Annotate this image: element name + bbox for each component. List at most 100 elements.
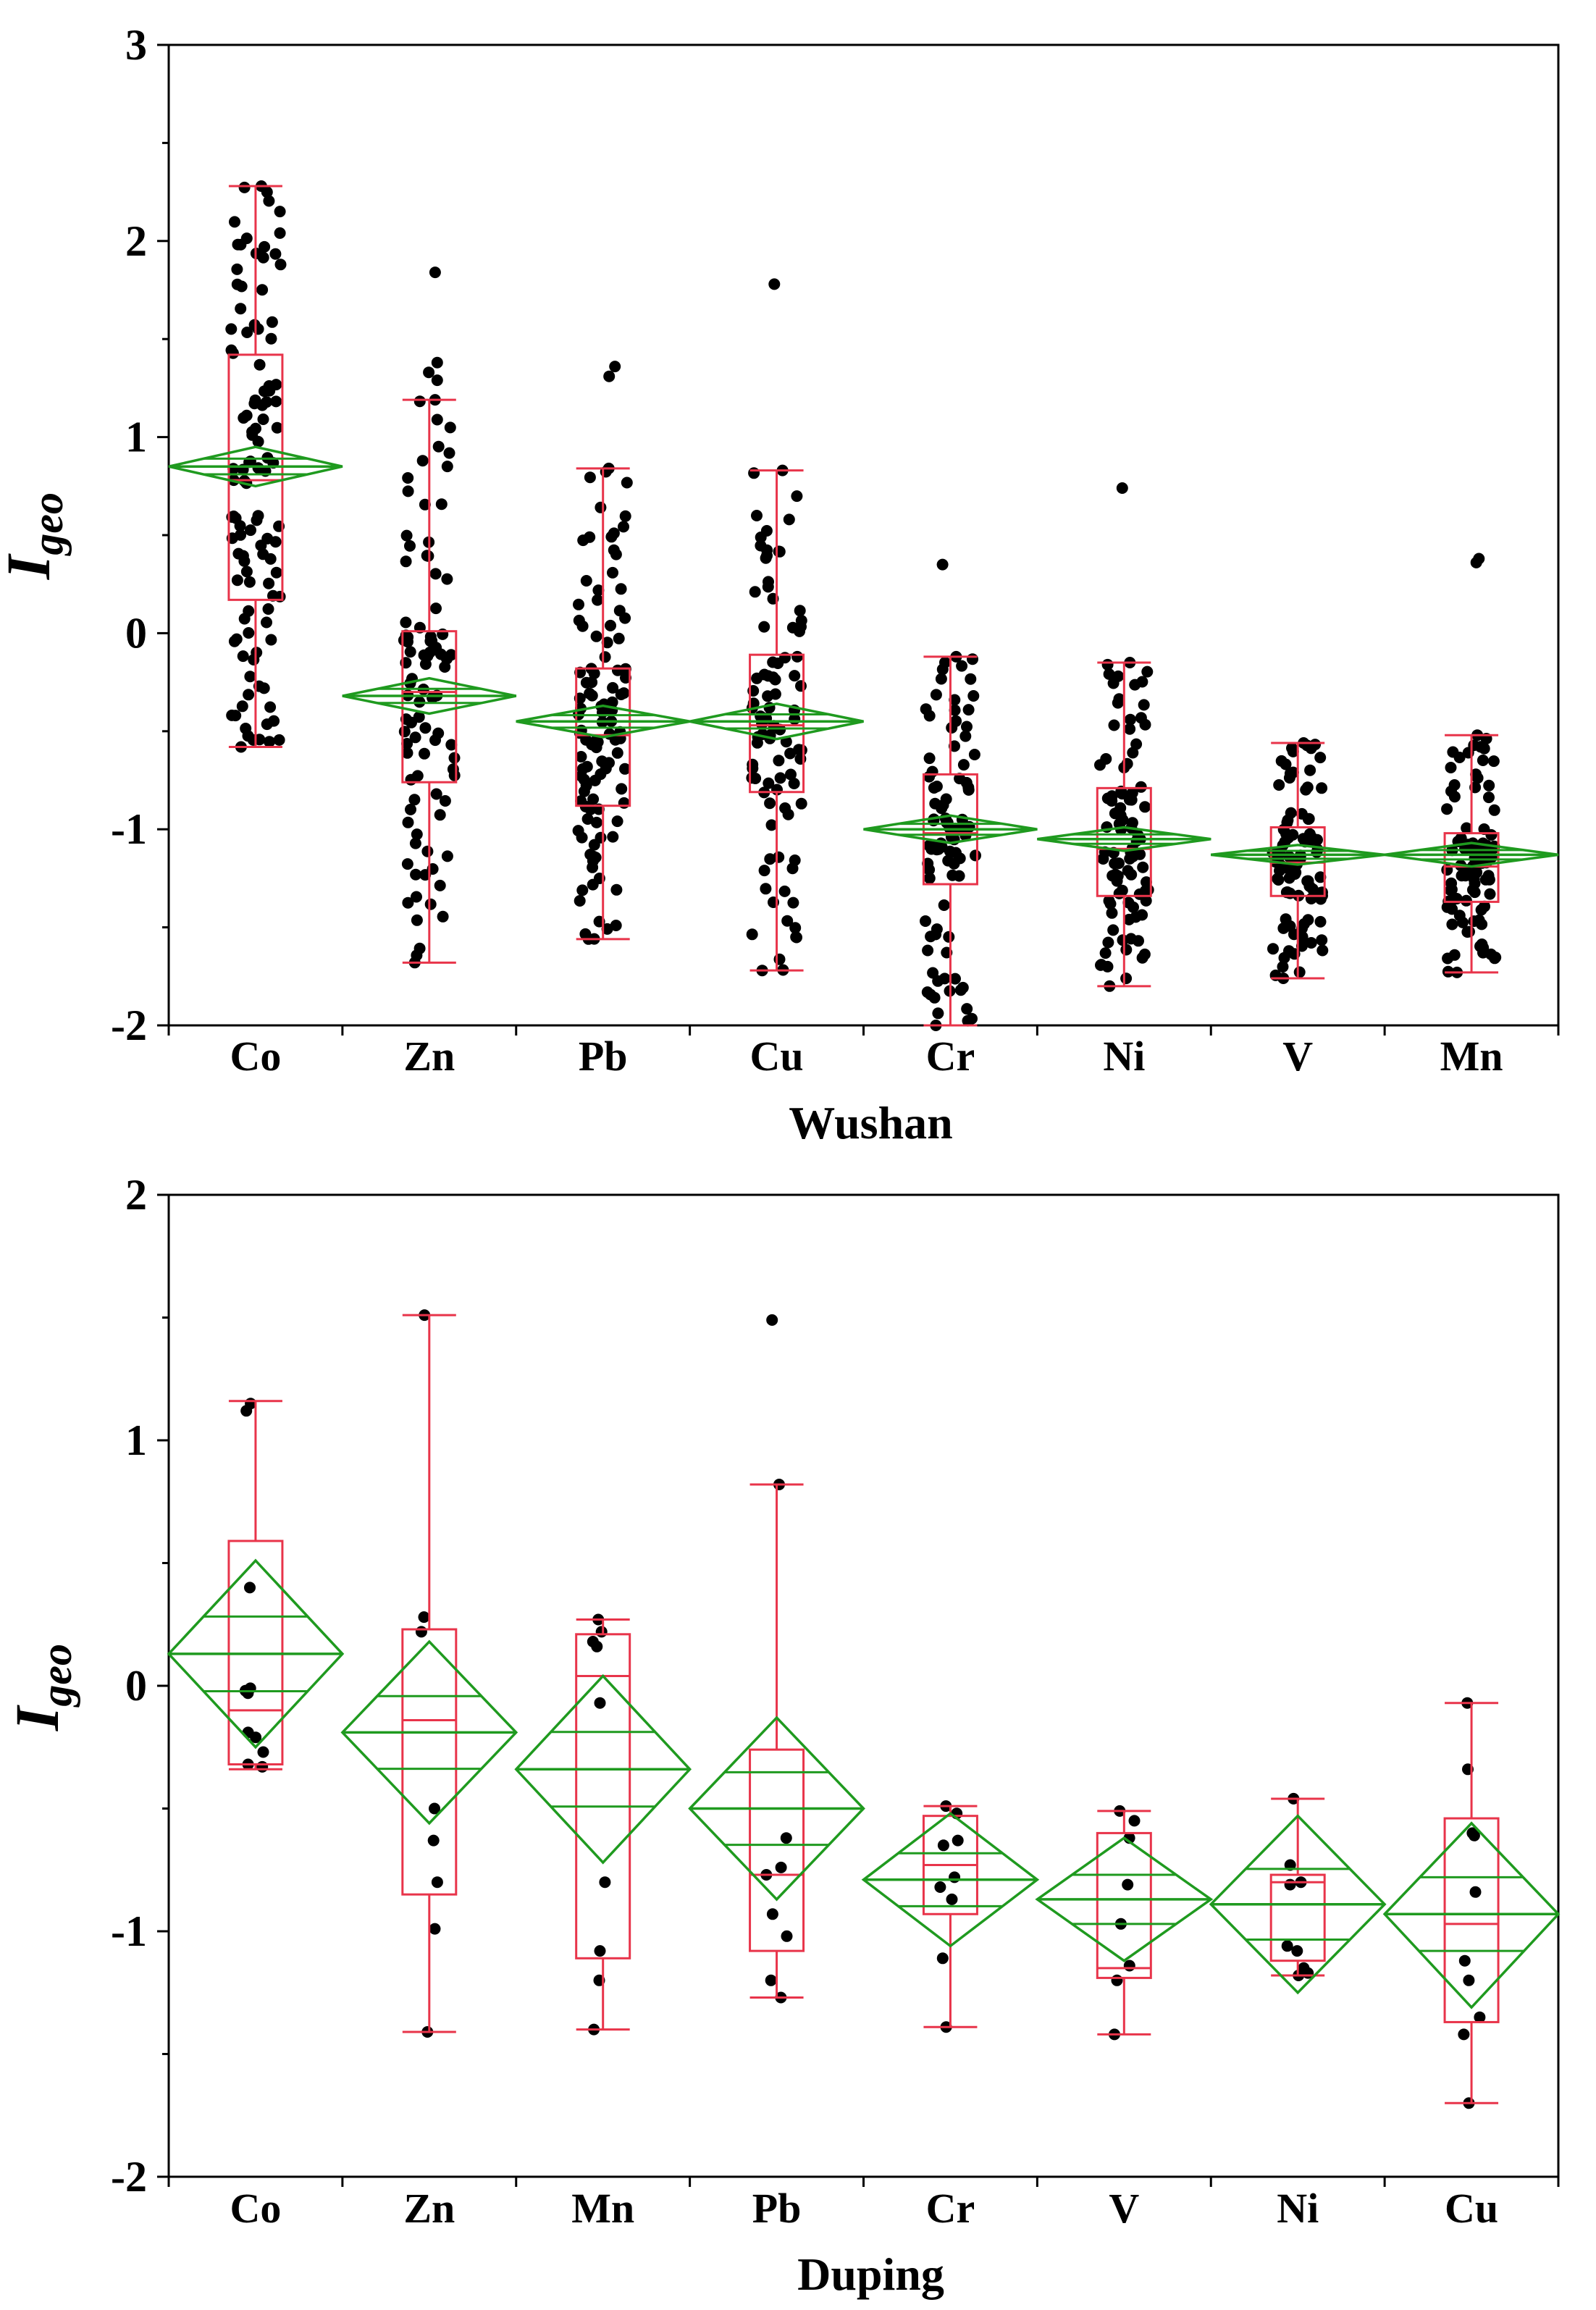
data-point <box>587 850 600 862</box>
data-point <box>965 673 977 685</box>
data-point <box>595 501 607 513</box>
data-point <box>773 755 785 767</box>
data-point <box>1468 915 1480 928</box>
box-group-co <box>168 180 343 753</box>
data-point <box>1484 888 1496 900</box>
data-point <box>445 739 458 751</box>
data-point <box>1303 812 1315 825</box>
data-point <box>592 736 604 748</box>
category-label-co: Co <box>230 1033 281 1080</box>
data-point <box>1280 758 1292 770</box>
data-point <box>1442 952 1454 965</box>
data-point <box>587 793 600 805</box>
data-point <box>618 521 629 533</box>
data-point <box>441 573 453 585</box>
data-point <box>1133 935 1144 947</box>
y-tick-label: -2 <box>111 1001 147 1049</box>
data-point <box>928 782 940 794</box>
data-point <box>273 734 285 746</box>
y-tick-label: 2 <box>125 217 147 265</box>
data-point <box>786 862 799 875</box>
data-point <box>262 603 274 615</box>
data-point <box>1458 2028 1470 2041</box>
data-point <box>1280 828 1292 840</box>
data-point <box>405 803 416 815</box>
data-point <box>781 915 794 927</box>
data-point <box>760 883 772 895</box>
data-point <box>775 1861 787 1873</box>
data-point <box>612 664 623 676</box>
category-label-cr: Cr <box>926 1033 975 1080</box>
data-point <box>575 795 587 807</box>
y-tick-label: -1 <box>111 805 147 853</box>
data-point <box>946 722 958 734</box>
data-point <box>439 795 451 807</box>
category-label-cu: Cu <box>1445 2185 1498 2232</box>
data-point <box>590 630 602 642</box>
data-point <box>249 394 261 406</box>
category-label-ni: Ni <box>1277 2185 1319 2232</box>
data-point <box>1284 887 1296 899</box>
data-point <box>959 730 972 742</box>
box-group-mn <box>1384 553 1559 978</box>
iqr-box <box>575 667 631 807</box>
data-point <box>241 327 253 338</box>
data-point <box>421 845 434 857</box>
data-point <box>1447 894 1458 906</box>
data-point <box>1120 973 1133 985</box>
data-point <box>1107 924 1120 936</box>
data-point <box>961 721 973 733</box>
data-point <box>616 783 628 795</box>
data-point <box>781 1930 793 1942</box>
data-point <box>1459 843 1471 855</box>
data-point <box>615 689 627 700</box>
data-point <box>575 770 587 782</box>
data-point <box>402 896 414 909</box>
box-group-cr <box>861 1800 1040 2033</box>
data-point <box>1300 784 1312 796</box>
data-point <box>431 1876 443 1889</box>
data-point <box>601 637 613 649</box>
category-label-zn: Zn <box>403 2185 455 2232</box>
data-point <box>595 1626 608 1638</box>
data-point <box>247 734 259 746</box>
data-point <box>613 632 625 644</box>
data-point <box>1469 886 1481 899</box>
data-point <box>419 722 432 734</box>
data-point <box>401 747 413 759</box>
data-point <box>408 794 421 806</box>
data-point <box>256 1760 269 1773</box>
data-point <box>970 849 981 862</box>
data-point <box>444 421 456 434</box>
data-point <box>419 869 432 881</box>
data-point <box>1267 943 1279 955</box>
data-point <box>580 779 592 791</box>
data-point <box>402 636 413 648</box>
data-point <box>1122 865 1134 877</box>
data-point <box>1135 781 1147 793</box>
data-point <box>271 421 283 434</box>
data-point <box>441 461 453 473</box>
data-point <box>931 923 943 936</box>
data-point <box>1293 966 1306 978</box>
data-point <box>787 896 799 909</box>
data-point <box>1123 1960 1135 1972</box>
data-point <box>929 797 941 810</box>
data-point <box>1138 699 1150 711</box>
data-point <box>766 1908 778 1920</box>
data-point <box>236 700 248 713</box>
data-point <box>784 747 797 760</box>
data-point <box>584 471 596 484</box>
data-point <box>941 816 954 828</box>
data-point <box>243 576 256 588</box>
data-point <box>615 583 627 595</box>
plot-frame <box>167 1193 1560 2178</box>
data-point <box>1125 794 1138 806</box>
data-point <box>764 853 776 865</box>
data-point <box>967 653 978 665</box>
iqr-box <box>1443 1817 1500 2023</box>
data-point <box>448 769 461 781</box>
data-point <box>580 575 592 587</box>
data-point <box>1286 742 1298 755</box>
data-point <box>1283 851 1295 863</box>
